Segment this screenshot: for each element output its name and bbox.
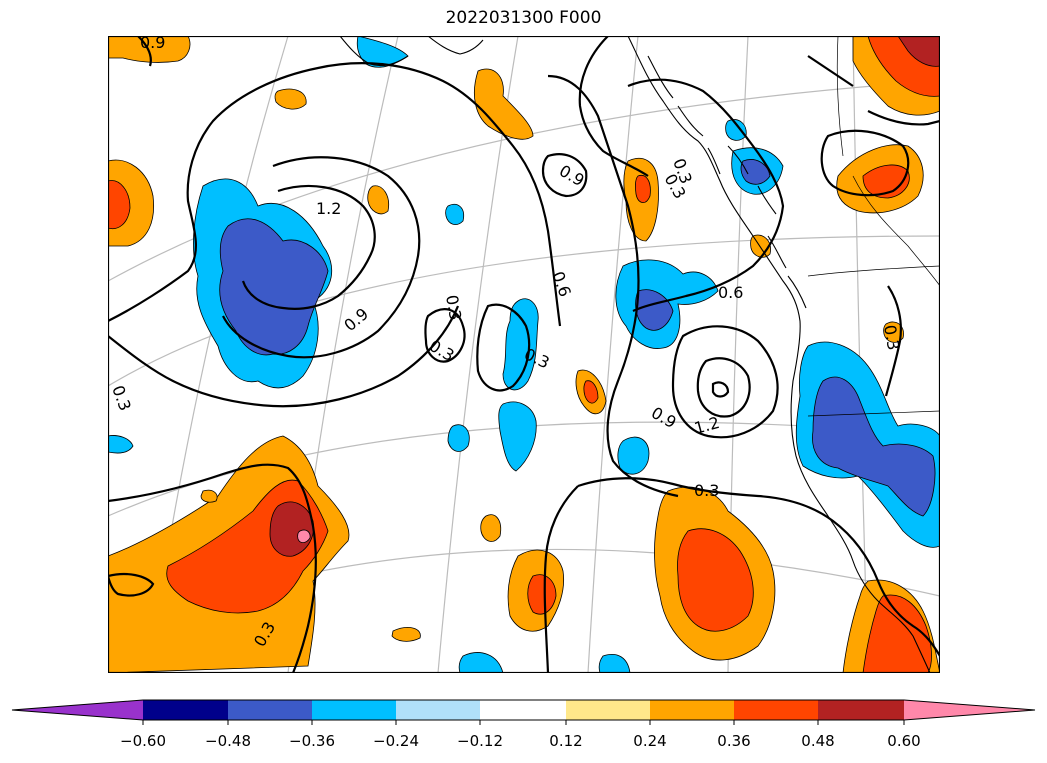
warm-anomaly-areas	[108, 36, 940, 673]
blue-region-northeast-core	[740, 159, 771, 185]
blue-region-west-edge	[108, 435, 134, 454]
blue-region-north	[356, 36, 409, 68]
colorbar-over-triangle	[904, 700, 1035, 720]
orange-region-north	[474, 68, 534, 140]
contour-center-0.9-left	[424, 308, 466, 363]
blue-region-south-2	[598, 654, 631, 673]
colorbar-tick-label: −0.36	[289, 732, 335, 750]
colorbar-tick-label: 0.24	[633, 732, 667, 750]
coastlines	[339, 36, 931, 673]
contour-south-lower	[108, 572, 155, 597]
colorbar-under-triangle	[12, 700, 143, 720]
colorbar-tick-label: 0.48	[801, 732, 835, 750]
blue-region-small-1	[447, 424, 470, 452]
colorbar-segment	[312, 700, 397, 720]
pink-region-southwest	[297, 529, 311, 544]
red-region-north-center	[635, 174, 651, 203]
orange-region-small-2	[367, 185, 390, 215]
weather-map: 0.9 1.2 0.3 0.9 0.3 0.3 0.9 0.6 0.3 0.6 …	[108, 36, 940, 673]
contour-west-1.2	[241, 184, 376, 310]
contour-south-0.3	[577, 477, 940, 657]
contour-east-edge	[884, 285, 902, 397]
colorbar-tick-label: 0.36	[717, 732, 751, 750]
contour-east-0.9	[671, 325, 779, 439]
colorbar-tick-marks	[142, 720, 905, 725]
colorbar-segment	[228, 700, 313, 720]
contour-southwest	[108, 463, 317, 673]
blue-region-south	[458, 652, 504, 673]
blue-region-mid	[502, 298, 539, 391]
orange-region-small-5	[391, 627, 421, 642]
colorbar-segments	[12, 700, 1035, 720]
contour-label: 0.6	[718, 283, 743, 302]
red-region-small-3	[583, 380, 599, 404]
blue-region-mid-2	[498, 401, 537, 472]
map-title: 2022031300 F000	[445, 8, 602, 28]
colorbar-segment	[143, 700, 228, 720]
contour-label: 0.3	[442, 293, 465, 321]
contour-east-1.2-inner	[711, 381, 730, 398]
red-region-south-center	[677, 528, 754, 632]
contour-lines	[108, 36, 940, 673]
contour-west-0.9	[222, 156, 421, 359]
contour-center-0.9-top	[541, 153, 588, 198]
contour-label: 1.2	[316, 199, 341, 218]
contour-center-0.6-north	[578, 36, 649, 177]
map-frame	[108, 36, 940, 673]
orange-region-small-1	[274, 88, 307, 110]
contour-east-outer	[627, 78, 785, 312]
colorbar-segment	[650, 700, 735, 720]
colorbar-segment	[566, 700, 651, 720]
orange-region-small-7	[883, 321, 904, 343]
colorbar-tick-labels: −0.60 −0.48 −0.36 −0.24 −0.12 0.12 0.24 …	[0, 732, 1047, 756]
contour-west-outer	[108, 62, 562, 327]
colorbar-segment	[818, 700, 904, 720]
colorbar-tick-label: −0.60	[120, 732, 166, 750]
colorbar	[11, 699, 1036, 725]
colorbar-segment	[396, 700, 481, 720]
contour-east-inner-ring	[820, 129, 910, 197]
blue-region-small-2	[617, 436, 650, 475]
contour-northwest-edge	[137, 36, 152, 67]
orange-region-small-4	[480, 514, 502, 542]
red-region-southeast	[862, 594, 932, 673]
blue-region-west-core	[219, 218, 329, 356]
colorbar-tick-label: −0.48	[205, 732, 251, 750]
contour-center-0.3-left	[476, 303, 531, 392]
colorbar-segment	[480, 700, 566, 720]
contour-label: 0.3	[880, 323, 903, 351]
contour-east-small	[807, 55, 940, 126]
political-borders	[807, 36, 940, 417]
blue-region-east-core	[812, 376, 936, 517]
orange-region-small-8	[200, 489, 218, 503]
blue-region-small-3	[445, 204, 465, 226]
contour-east-1.2	[696, 357, 751, 418]
blue-anomaly-areas	[108, 36, 940, 673]
contour-center-0.6	[547, 74, 679, 498]
red-region-east	[862, 164, 910, 199]
colorbar-tick-label: −0.24	[373, 732, 419, 750]
blue-region-small-4	[725, 119, 747, 141]
contour-label: 0.9	[140, 36, 165, 52]
colorbar-tick-label: 0.12	[549, 732, 583, 750]
red-region-west	[108, 180, 131, 230]
colorbar-tick-label: −0.12	[457, 732, 503, 750]
contour-south-center	[543, 485, 579, 673]
colorbar-tick-label: 0.60	[887, 732, 921, 750]
contour-west-wide	[108, 305, 460, 408]
red-region-mid-south	[527, 574, 557, 615]
contour-label: 0.3	[694, 481, 719, 500]
colorbar-segment	[734, 700, 819, 720]
